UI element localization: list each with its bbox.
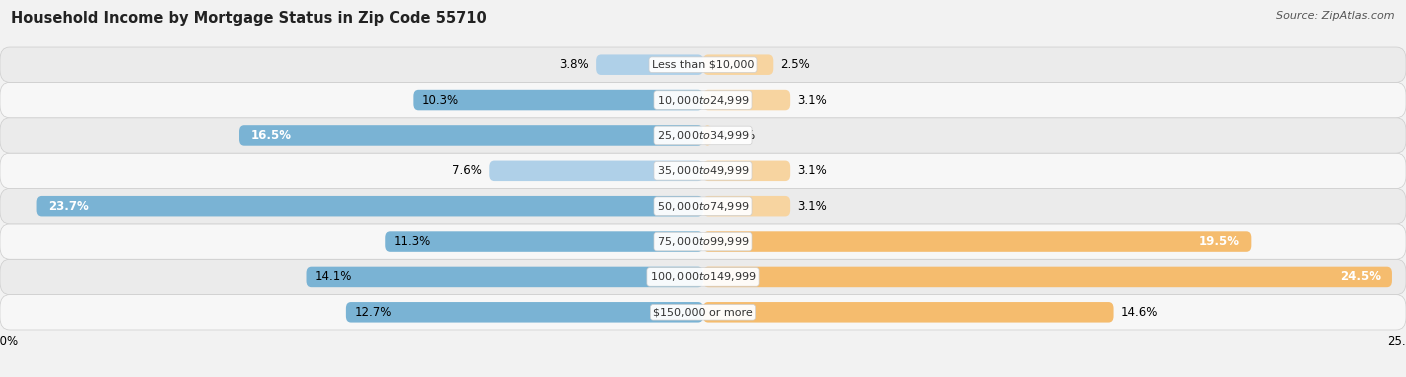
Text: $10,000 to $24,999: $10,000 to $24,999 (657, 93, 749, 107)
FancyBboxPatch shape (703, 90, 790, 110)
Text: 12.7%: 12.7% (354, 306, 392, 319)
Text: 16.5%: 16.5% (250, 129, 291, 142)
Text: $50,000 to $74,999: $50,000 to $74,999 (657, 200, 749, 213)
Text: 0.31%: 0.31% (718, 129, 756, 142)
FancyBboxPatch shape (0, 83, 1406, 118)
Text: Source: ZipAtlas.com: Source: ZipAtlas.com (1277, 11, 1395, 21)
Text: 24.5%: 24.5% (1340, 270, 1381, 284)
FancyBboxPatch shape (489, 161, 703, 181)
FancyBboxPatch shape (0, 47, 1406, 83)
FancyBboxPatch shape (385, 231, 703, 252)
Text: 3.1%: 3.1% (797, 93, 827, 107)
FancyBboxPatch shape (307, 267, 703, 287)
Text: 3.8%: 3.8% (560, 58, 589, 71)
Text: 7.6%: 7.6% (453, 164, 482, 177)
FancyBboxPatch shape (0, 294, 1406, 330)
Text: $75,000 to $99,999: $75,000 to $99,999 (657, 235, 749, 248)
FancyBboxPatch shape (413, 90, 703, 110)
Text: 23.7%: 23.7% (48, 200, 89, 213)
Text: $150,000 or more: $150,000 or more (654, 307, 752, 317)
Text: 10.3%: 10.3% (422, 93, 458, 107)
Text: $35,000 to $49,999: $35,000 to $49,999 (657, 164, 749, 177)
FancyBboxPatch shape (0, 188, 1406, 224)
FancyBboxPatch shape (703, 302, 1114, 323)
FancyBboxPatch shape (37, 196, 703, 216)
FancyBboxPatch shape (346, 302, 703, 323)
FancyBboxPatch shape (703, 125, 711, 146)
Text: 3.1%: 3.1% (797, 164, 827, 177)
Text: 14.1%: 14.1% (315, 270, 353, 284)
FancyBboxPatch shape (0, 259, 1406, 294)
Text: 14.6%: 14.6% (1121, 306, 1159, 319)
Text: Household Income by Mortgage Status in Zip Code 55710: Household Income by Mortgage Status in Z… (11, 11, 486, 26)
FancyBboxPatch shape (703, 267, 1392, 287)
FancyBboxPatch shape (596, 54, 703, 75)
FancyBboxPatch shape (703, 231, 1251, 252)
Text: Less than $10,000: Less than $10,000 (652, 60, 754, 70)
FancyBboxPatch shape (703, 54, 773, 75)
FancyBboxPatch shape (239, 125, 703, 146)
Text: 3.1%: 3.1% (797, 200, 827, 213)
Text: $100,000 to $149,999: $100,000 to $149,999 (650, 270, 756, 284)
Text: 11.3%: 11.3% (394, 235, 430, 248)
FancyBboxPatch shape (0, 153, 1406, 188)
FancyBboxPatch shape (0, 224, 1406, 259)
Text: $25,000 to $34,999: $25,000 to $34,999 (657, 129, 749, 142)
FancyBboxPatch shape (703, 196, 790, 216)
FancyBboxPatch shape (0, 118, 1406, 153)
Text: 19.5%: 19.5% (1199, 235, 1240, 248)
FancyBboxPatch shape (703, 161, 790, 181)
Text: 2.5%: 2.5% (780, 58, 810, 71)
